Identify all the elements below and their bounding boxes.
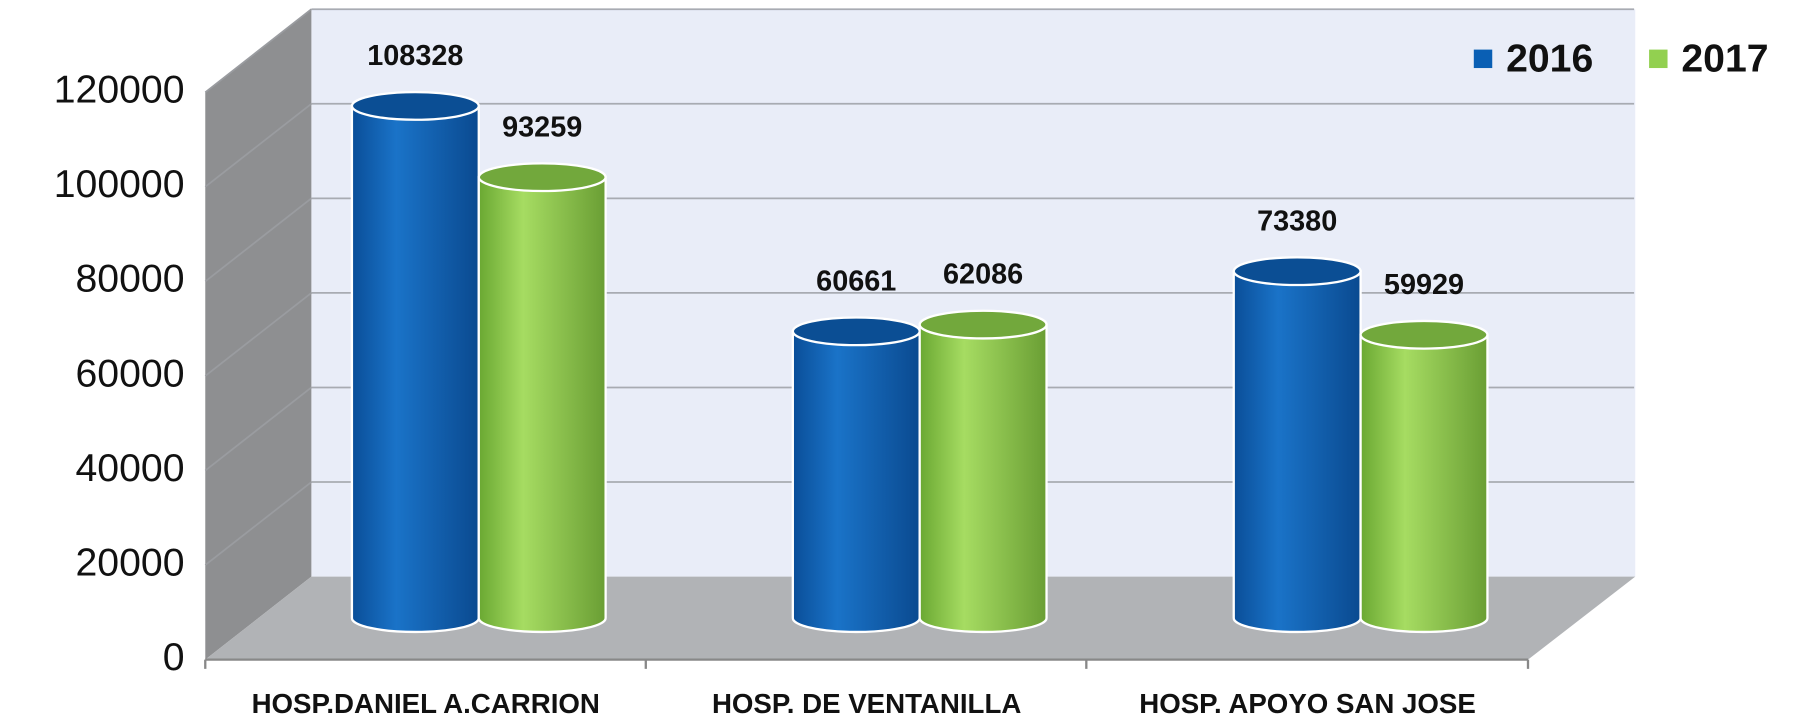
y-tick-label: 100000 (54, 163, 185, 206)
grid-line (204, 481, 312, 566)
grid-line (204, 386, 312, 472)
legend-label: 2017 (1681, 37, 1768, 80)
value-label: 73380 (1257, 205, 1337, 237)
bar-body (918, 323, 1048, 634)
value-label: 60661 (816, 265, 896, 297)
bar (350, 90, 480, 634)
bar-top (1232, 256, 1362, 287)
grid-line (204, 197, 312, 283)
bar-top (1359, 319, 1489, 350)
bar-body (477, 176, 607, 634)
grid-line (204, 8, 312, 93)
bar-body (791, 330, 921, 634)
x-tick-label: HOSP. DE VENTANILLA (712, 688, 1021, 719)
value-label: 108328 (367, 40, 463, 72)
value-label: 62086 (943, 259, 1023, 291)
legend-swatch (1473, 49, 1493, 69)
y-tick-label: 0 (163, 636, 185, 679)
y-tick-label: 40000 (76, 447, 185, 490)
y-tick-label: 120000 (54, 69, 185, 112)
y-tick-label: 80000 (76, 258, 185, 301)
bar (477, 162, 607, 634)
legend-label: 2016 (1506, 37, 1593, 80)
grid-line (204, 292, 312, 377)
y-tick-label: 60000 (76, 352, 185, 395)
bar (1232, 256, 1362, 634)
bar (918, 309, 1048, 634)
bar-top (477, 162, 607, 193)
bar (1359, 319, 1489, 634)
bar-body (350, 104, 480, 634)
bar-top (791, 316, 921, 347)
bar-body (1359, 333, 1489, 634)
bar (791, 316, 921, 634)
bar-body (1232, 270, 1362, 634)
y-tick-label: 20000 (76, 541, 185, 584)
value-label: 59929 (1384, 269, 1464, 301)
bar-top (350, 90, 480, 121)
x-tick-label: HOSP. APOYO SAN JOSE (1139, 688, 1476, 719)
legend-swatch (1649, 49, 1668, 69)
grid-line (204, 103, 312, 188)
bar-top (918, 309, 1048, 340)
x-tick-label: HOSP.DANIEL A.CARRION (252, 688, 600, 719)
value-label: 93259 (502, 111, 582, 143)
